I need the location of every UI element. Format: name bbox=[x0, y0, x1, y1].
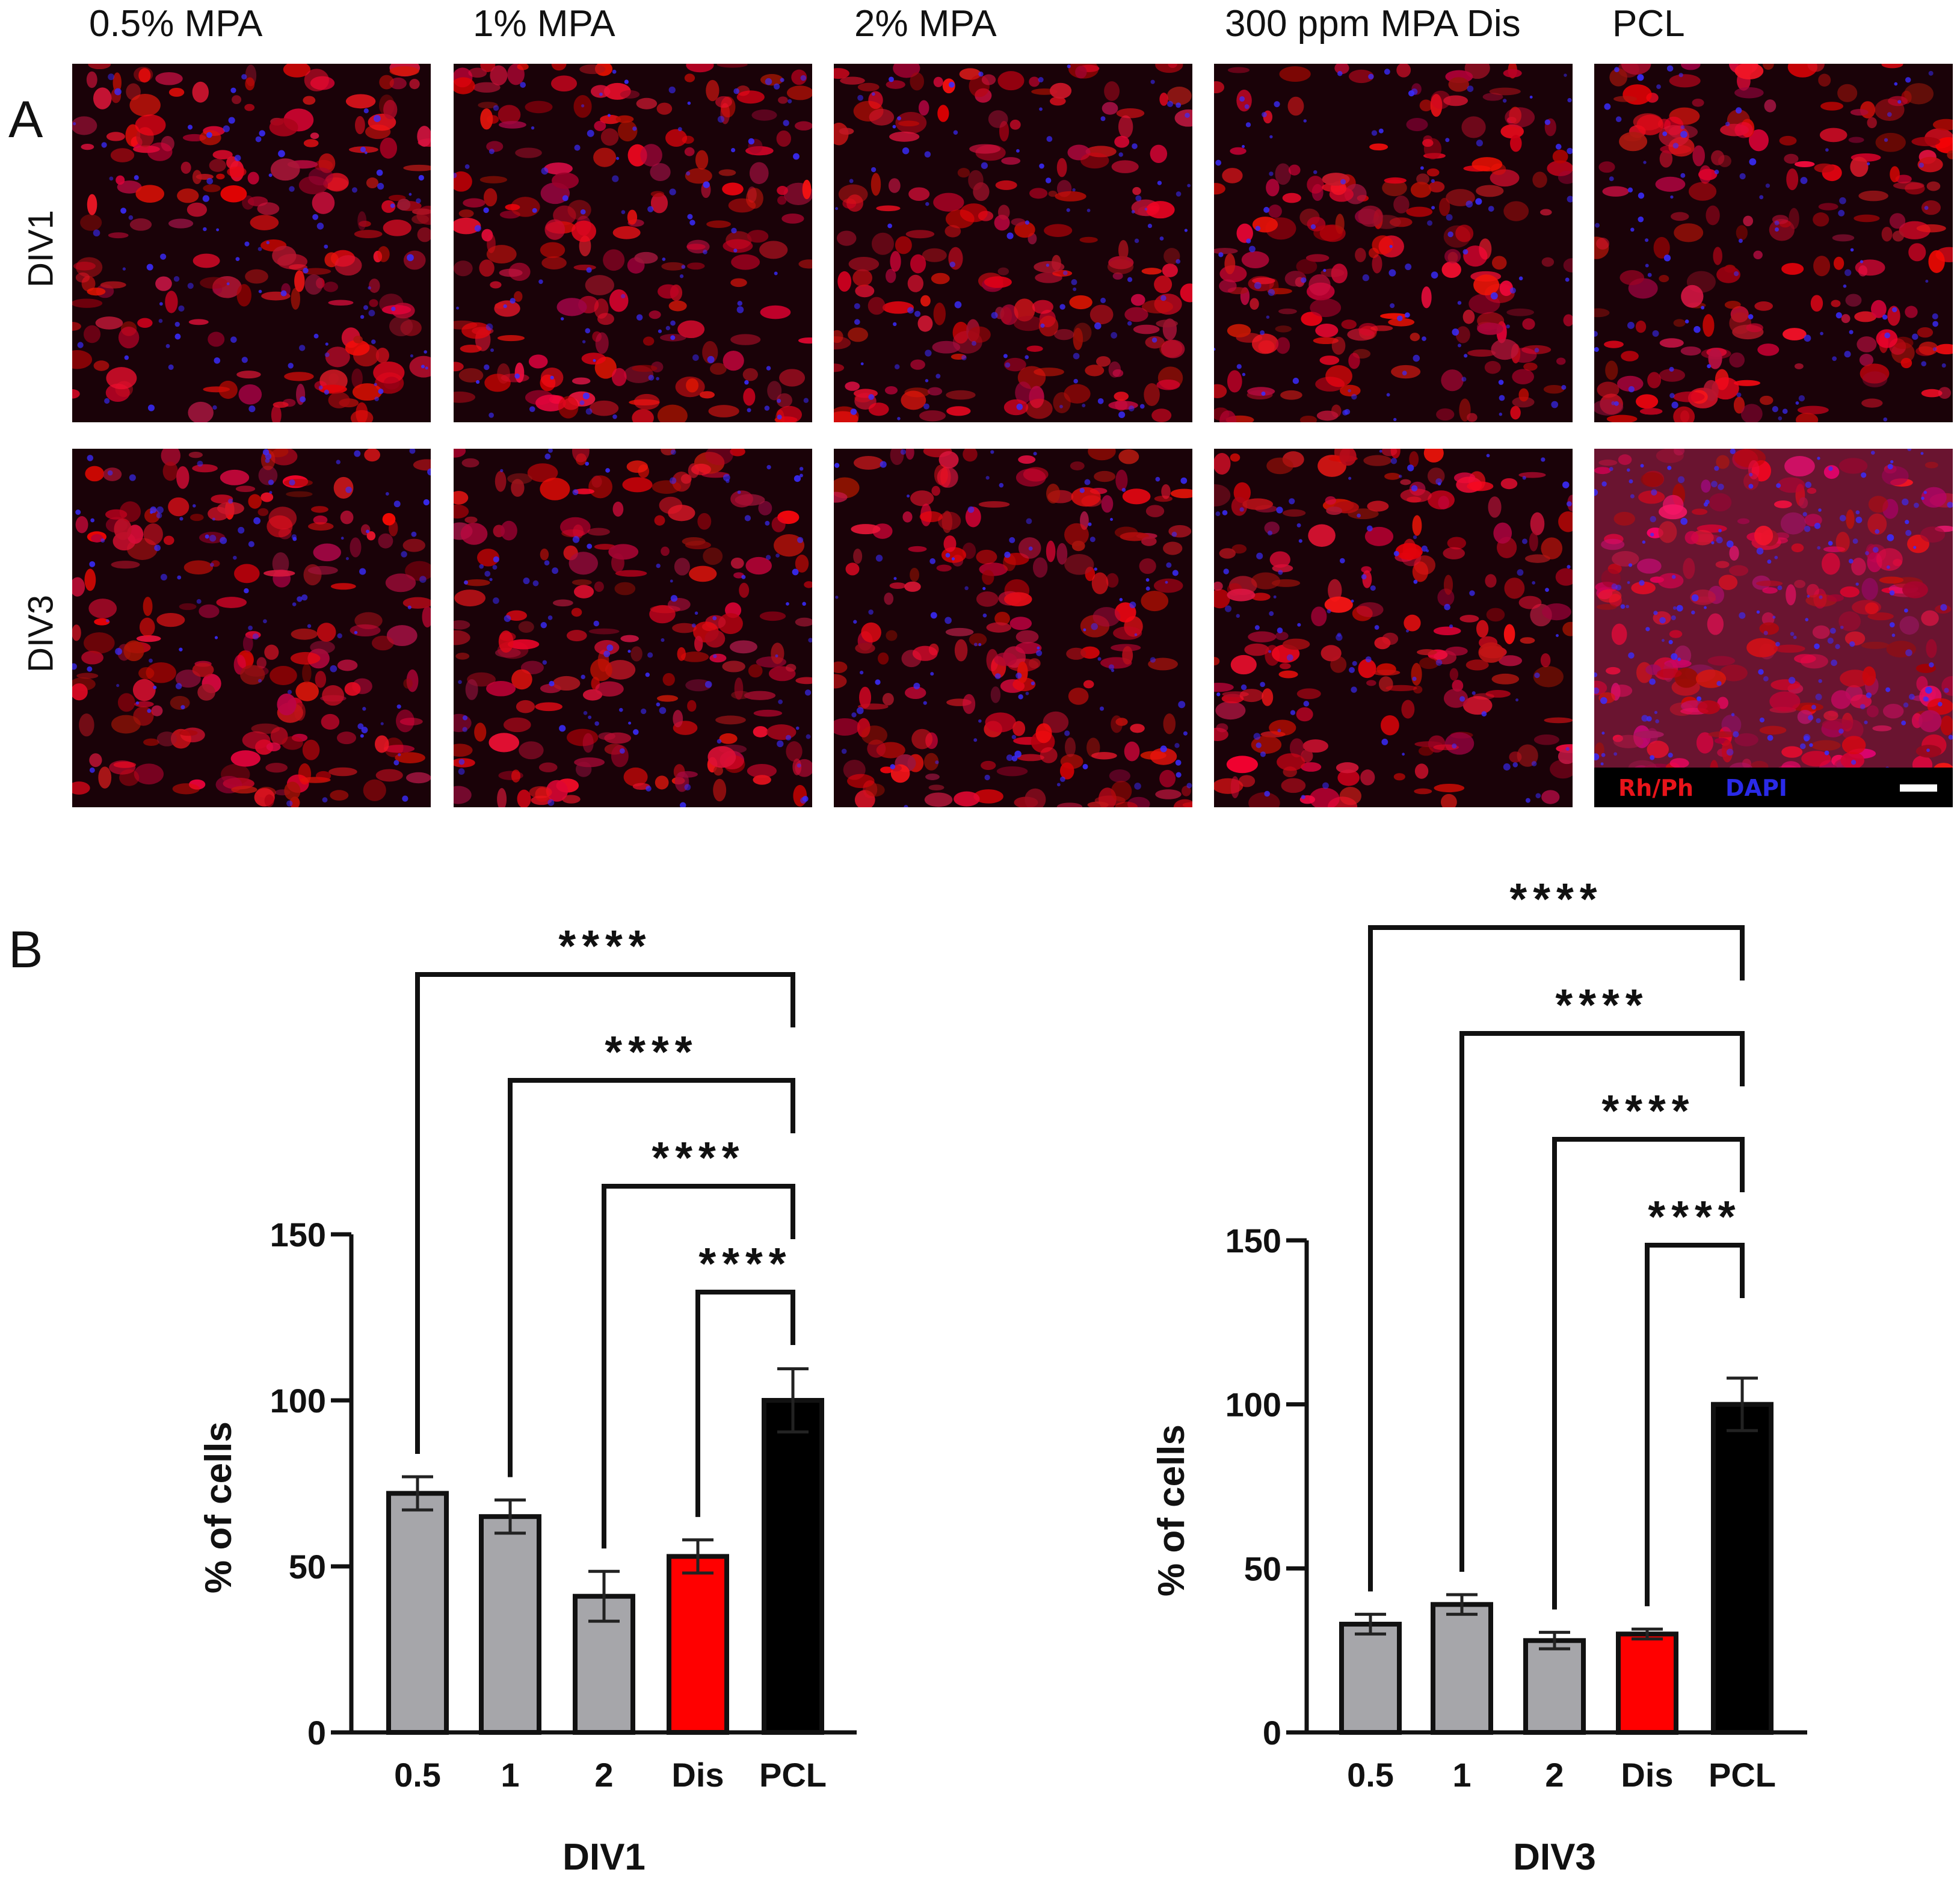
x-tick-label: PCL bbox=[759, 1756, 827, 1794]
significance-label: **** bbox=[1555, 980, 1648, 1030]
micrograph-div1-1-mpa bbox=[454, 64, 812, 422]
micrograph-div3-1-mpa bbox=[454, 449, 812, 807]
y-tick-label: 150 bbox=[1225, 1222, 1281, 1260]
y-axis-label: % of cells bbox=[1151, 1424, 1192, 1596]
column-label-dis: 300 ppm MPA Dis bbox=[1225, 3, 1521, 45]
x-tick-label: 2 bbox=[1545, 1756, 1564, 1794]
micrograph-image bbox=[1214, 64, 1573, 422]
micrograph-image bbox=[834, 64, 1192, 422]
micrograph-div3-2-mpa bbox=[834, 449, 1192, 807]
significance-bracket bbox=[1368, 925, 1745, 1592]
scale-bar bbox=[1900, 784, 1937, 792]
bar-dis bbox=[1616, 1631, 1678, 1735]
column-label-1-mpa: 1% MPA bbox=[473, 3, 615, 45]
y-tick-label: 50 bbox=[1244, 1550, 1281, 1587]
column-label-2-mpa: 2% MPA bbox=[854, 3, 997, 45]
significance-bracket bbox=[695, 1290, 795, 1517]
micrograph-div3-pcl: Rh/Ph DAPI bbox=[1594, 449, 1953, 807]
bar-0-5 bbox=[386, 1491, 449, 1735]
x-axis-label: DIV1 bbox=[562, 1836, 646, 1878]
x-tick-label: PCL bbox=[1709, 1756, 1776, 1794]
stain-legend: Rh/Ph DAPI bbox=[1594, 768, 1953, 807]
significance-label: **** bbox=[1509, 874, 1603, 924]
bar-1 bbox=[479, 1514, 541, 1735]
significance-label: **** bbox=[558, 921, 652, 971]
x-tick-label: Dis bbox=[1621, 1756, 1673, 1794]
significance-bracket bbox=[508, 1078, 795, 1477]
bar-pcl bbox=[762, 1398, 824, 1735]
x-axis-label: DIV3 bbox=[1513, 1836, 1596, 1878]
bar-1 bbox=[1431, 1602, 1493, 1735]
micrograph-image bbox=[454, 449, 812, 807]
significance-label: **** bbox=[605, 1027, 698, 1077]
y-tick-label: 150 bbox=[270, 1216, 326, 1254]
column-label-pcl: PCL bbox=[1612, 3, 1685, 45]
micrograph-div1-2-mpa bbox=[834, 64, 1192, 422]
micrograph-div3-0-5-mpa bbox=[72, 449, 431, 807]
y-tick-label: 0 bbox=[1263, 1714, 1281, 1752]
y-axis-label: % of cells bbox=[198, 1421, 239, 1593]
bar-pcl bbox=[1711, 1402, 1774, 1735]
x-tick-label: 0.5 bbox=[1347, 1756, 1394, 1794]
y-tick-label: 100 bbox=[270, 1382, 326, 1420]
micrograph-image bbox=[834, 449, 1192, 807]
panel-label-a: A bbox=[8, 91, 43, 149]
micrograph-image bbox=[1594, 64, 1953, 422]
significance-bracket bbox=[602, 1184, 795, 1549]
micrograph-div1-0-5-mpa bbox=[72, 64, 431, 422]
y-tick-label: 100 bbox=[1225, 1386, 1281, 1424]
micrograph-div1-dis bbox=[1214, 64, 1573, 422]
micrograph-div3-dis bbox=[1214, 449, 1573, 807]
micrograph-div1-pcl bbox=[1594, 64, 1953, 422]
micrograph-image bbox=[1594, 449, 1953, 807]
panel-label-b: B bbox=[8, 921, 43, 979]
significance-bracket bbox=[415, 972, 795, 1454]
stain-legend-rhodamine-phalloidin: Rh/Ph bbox=[1618, 775, 1694, 801]
significance-label: **** bbox=[652, 1133, 745, 1183]
x-tick-label: Dis bbox=[671, 1756, 724, 1794]
y-tick-label: 50 bbox=[289, 1548, 326, 1586]
bar-2 bbox=[1523, 1638, 1586, 1735]
significance-label: **** bbox=[1601, 1086, 1695, 1136]
y-tick-label: 0 bbox=[307, 1714, 326, 1752]
x-tick-label: 0.5 bbox=[394, 1756, 441, 1794]
micrograph-image bbox=[72, 64, 431, 422]
bar-dis bbox=[667, 1554, 729, 1735]
significance-bracket bbox=[1459, 1031, 1745, 1572]
micrograph-image bbox=[1214, 449, 1573, 807]
column-label-0-5-mpa: 0.5% MPA bbox=[89, 3, 263, 45]
significance-label: **** bbox=[1648, 1192, 1741, 1242]
significance-label: **** bbox=[698, 1239, 792, 1288]
micrograph-image bbox=[454, 64, 812, 422]
significance-bracket bbox=[1645, 1243, 1745, 1607]
significance-bracket bbox=[1552, 1137, 1745, 1610]
x-tick-label: 2 bbox=[594, 1756, 613, 1794]
stain-legend-dapi: DAPI bbox=[1725, 775, 1787, 801]
micrograph-image bbox=[72, 449, 431, 807]
x-tick-label: 1 bbox=[1452, 1756, 1471, 1794]
bar-0-5 bbox=[1339, 1622, 1402, 1735]
x-tick-label: 1 bbox=[501, 1756, 519, 1794]
